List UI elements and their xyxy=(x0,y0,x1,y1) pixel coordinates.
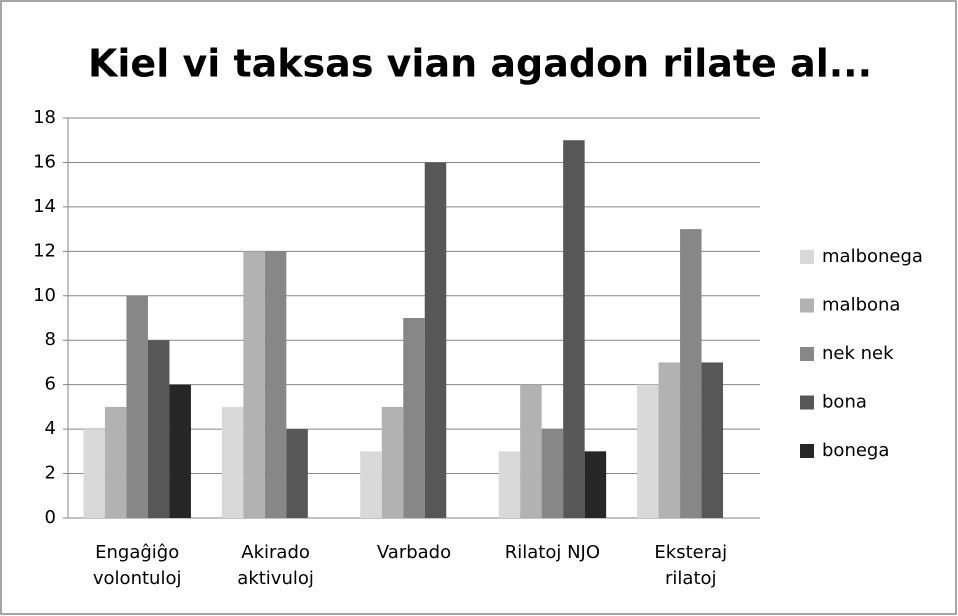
bar xyxy=(286,429,308,518)
legend-swatch xyxy=(800,298,814,313)
bar xyxy=(264,251,287,519)
y-tick-label: 16 xyxy=(33,151,56,172)
legend-swatch xyxy=(800,395,814,410)
bar xyxy=(126,295,148,518)
legend-label: bonega xyxy=(822,440,889,461)
x-tick-label: Akirado aktivuloj xyxy=(237,542,314,589)
bar xyxy=(658,362,681,518)
y-tick-label: 2 xyxy=(45,463,56,484)
bar xyxy=(701,362,724,518)
bar xyxy=(520,384,542,518)
x-tick-label: Engaĝiĝo volontuloj xyxy=(92,542,182,589)
bar xyxy=(360,451,382,518)
bar xyxy=(680,229,702,518)
x-tick-label: Rilatoj NJO xyxy=(504,542,601,563)
y-tick-label: 0 xyxy=(45,507,56,528)
legend-swatch xyxy=(800,347,814,361)
y-tick-label: 8 xyxy=(45,329,56,350)
bar xyxy=(381,406,404,518)
bar xyxy=(221,406,244,518)
bar xyxy=(83,429,105,518)
y-tick-label: 6 xyxy=(45,374,56,395)
bar xyxy=(498,451,521,518)
y-tick-label: 4 xyxy=(45,418,56,439)
bar xyxy=(563,140,585,518)
bar xyxy=(424,162,447,518)
legend-swatch xyxy=(800,444,814,458)
legend-label: malbonega xyxy=(822,246,923,267)
y-tick-label: 18 xyxy=(33,107,56,128)
bar xyxy=(637,384,659,518)
y-tick-label: 10 xyxy=(33,285,56,306)
x-tick-label: Eksteraj rilatoj xyxy=(654,542,728,589)
bar xyxy=(147,340,170,518)
bar xyxy=(403,318,425,518)
bar xyxy=(104,406,127,518)
bar xyxy=(541,429,564,518)
legend-swatch xyxy=(800,250,814,264)
bar xyxy=(169,384,191,518)
legend-label: bona xyxy=(822,392,867,413)
legend-label: nek nek xyxy=(822,343,894,364)
x-tick-label: Varbado xyxy=(376,542,452,563)
bar xyxy=(243,251,265,519)
y-tick-label: 12 xyxy=(33,240,56,261)
legend-label: malbona xyxy=(822,295,900,316)
chart-title: Kiel vi taksas vian agadon rilate al... xyxy=(88,42,872,86)
bar xyxy=(584,451,607,518)
y-tick-label: 14 xyxy=(33,196,56,217)
